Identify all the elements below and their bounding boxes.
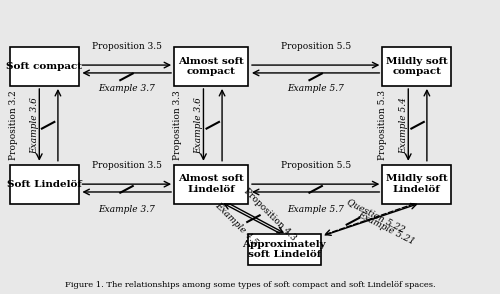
Text: Example 5.7: Example 5.7 — [287, 205, 344, 214]
Text: Soft compact: Soft compact — [6, 62, 82, 71]
Text: Mildly soft
compact: Mildly soft compact — [386, 57, 448, 76]
FancyBboxPatch shape — [10, 47, 78, 86]
Text: Proposition 3.5: Proposition 3.5 — [92, 161, 162, 170]
Text: Soft Lindelöf: Soft Lindelöf — [7, 180, 82, 189]
Text: Example 3.7: Example 3.7 — [98, 84, 155, 93]
Text: Example 3.7: Example 3.7 — [98, 205, 155, 214]
FancyBboxPatch shape — [248, 234, 321, 265]
Text: Example 5.7: Example 5.7 — [287, 84, 344, 93]
Text: Example 3.6: Example 3.6 — [30, 97, 39, 154]
Text: Mildly soft
Lindelöf: Mildly soft Lindelöf — [386, 174, 448, 194]
FancyBboxPatch shape — [174, 165, 248, 204]
Text: Proposition 3.2: Proposition 3.2 — [10, 90, 18, 160]
Text: Approximately
soft Lindelöf: Approximately soft Lindelöf — [242, 240, 326, 259]
Text: Almost soft
compact: Almost soft compact — [178, 57, 244, 76]
Text: Proposition 5.3: Proposition 5.3 — [378, 90, 388, 160]
Text: Proposition 4.3: Proposition 4.3 — [242, 186, 298, 242]
Text: Proposition 3.3: Proposition 3.3 — [174, 90, 182, 160]
FancyBboxPatch shape — [382, 165, 451, 204]
Text: Proposition 3.5: Proposition 3.5 — [92, 42, 162, 51]
Text: Example 5.21: Example 5.21 — [356, 210, 416, 246]
Text: Question 5.22: Question 5.22 — [346, 197, 407, 234]
Text: Figure 1. The relationships among some types of soft compact and soft Lindelöf s: Figure 1. The relationships among some t… — [64, 281, 436, 289]
FancyBboxPatch shape — [174, 47, 248, 86]
Text: Proposition 5.5: Proposition 5.5 — [280, 161, 351, 170]
Text: Almost soft
Lindelöf: Almost soft Lindelöf — [178, 174, 244, 194]
FancyBboxPatch shape — [382, 47, 451, 86]
Text: Example 4.5: Example 4.5 — [213, 201, 260, 247]
FancyBboxPatch shape — [10, 165, 78, 204]
Text: Example 3.6: Example 3.6 — [194, 97, 203, 154]
Text: Example 5.4: Example 5.4 — [399, 97, 408, 154]
Text: Proposition 5.5: Proposition 5.5 — [280, 42, 351, 51]
